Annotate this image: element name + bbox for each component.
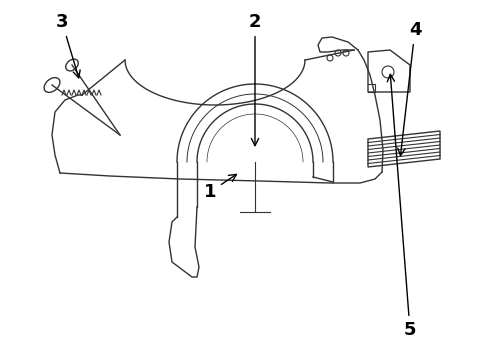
Polygon shape bbox=[368, 50, 410, 92]
Ellipse shape bbox=[44, 78, 60, 93]
Circle shape bbox=[382, 66, 394, 78]
Text: 5: 5 bbox=[387, 74, 416, 339]
Text: 1: 1 bbox=[204, 174, 236, 201]
Circle shape bbox=[327, 55, 333, 61]
Circle shape bbox=[343, 50, 349, 56]
Polygon shape bbox=[368, 131, 440, 167]
Ellipse shape bbox=[66, 59, 78, 71]
Text: 2: 2 bbox=[249, 13, 261, 146]
Text: 4: 4 bbox=[398, 21, 421, 156]
Circle shape bbox=[335, 50, 341, 56]
Text: 3: 3 bbox=[56, 13, 80, 78]
